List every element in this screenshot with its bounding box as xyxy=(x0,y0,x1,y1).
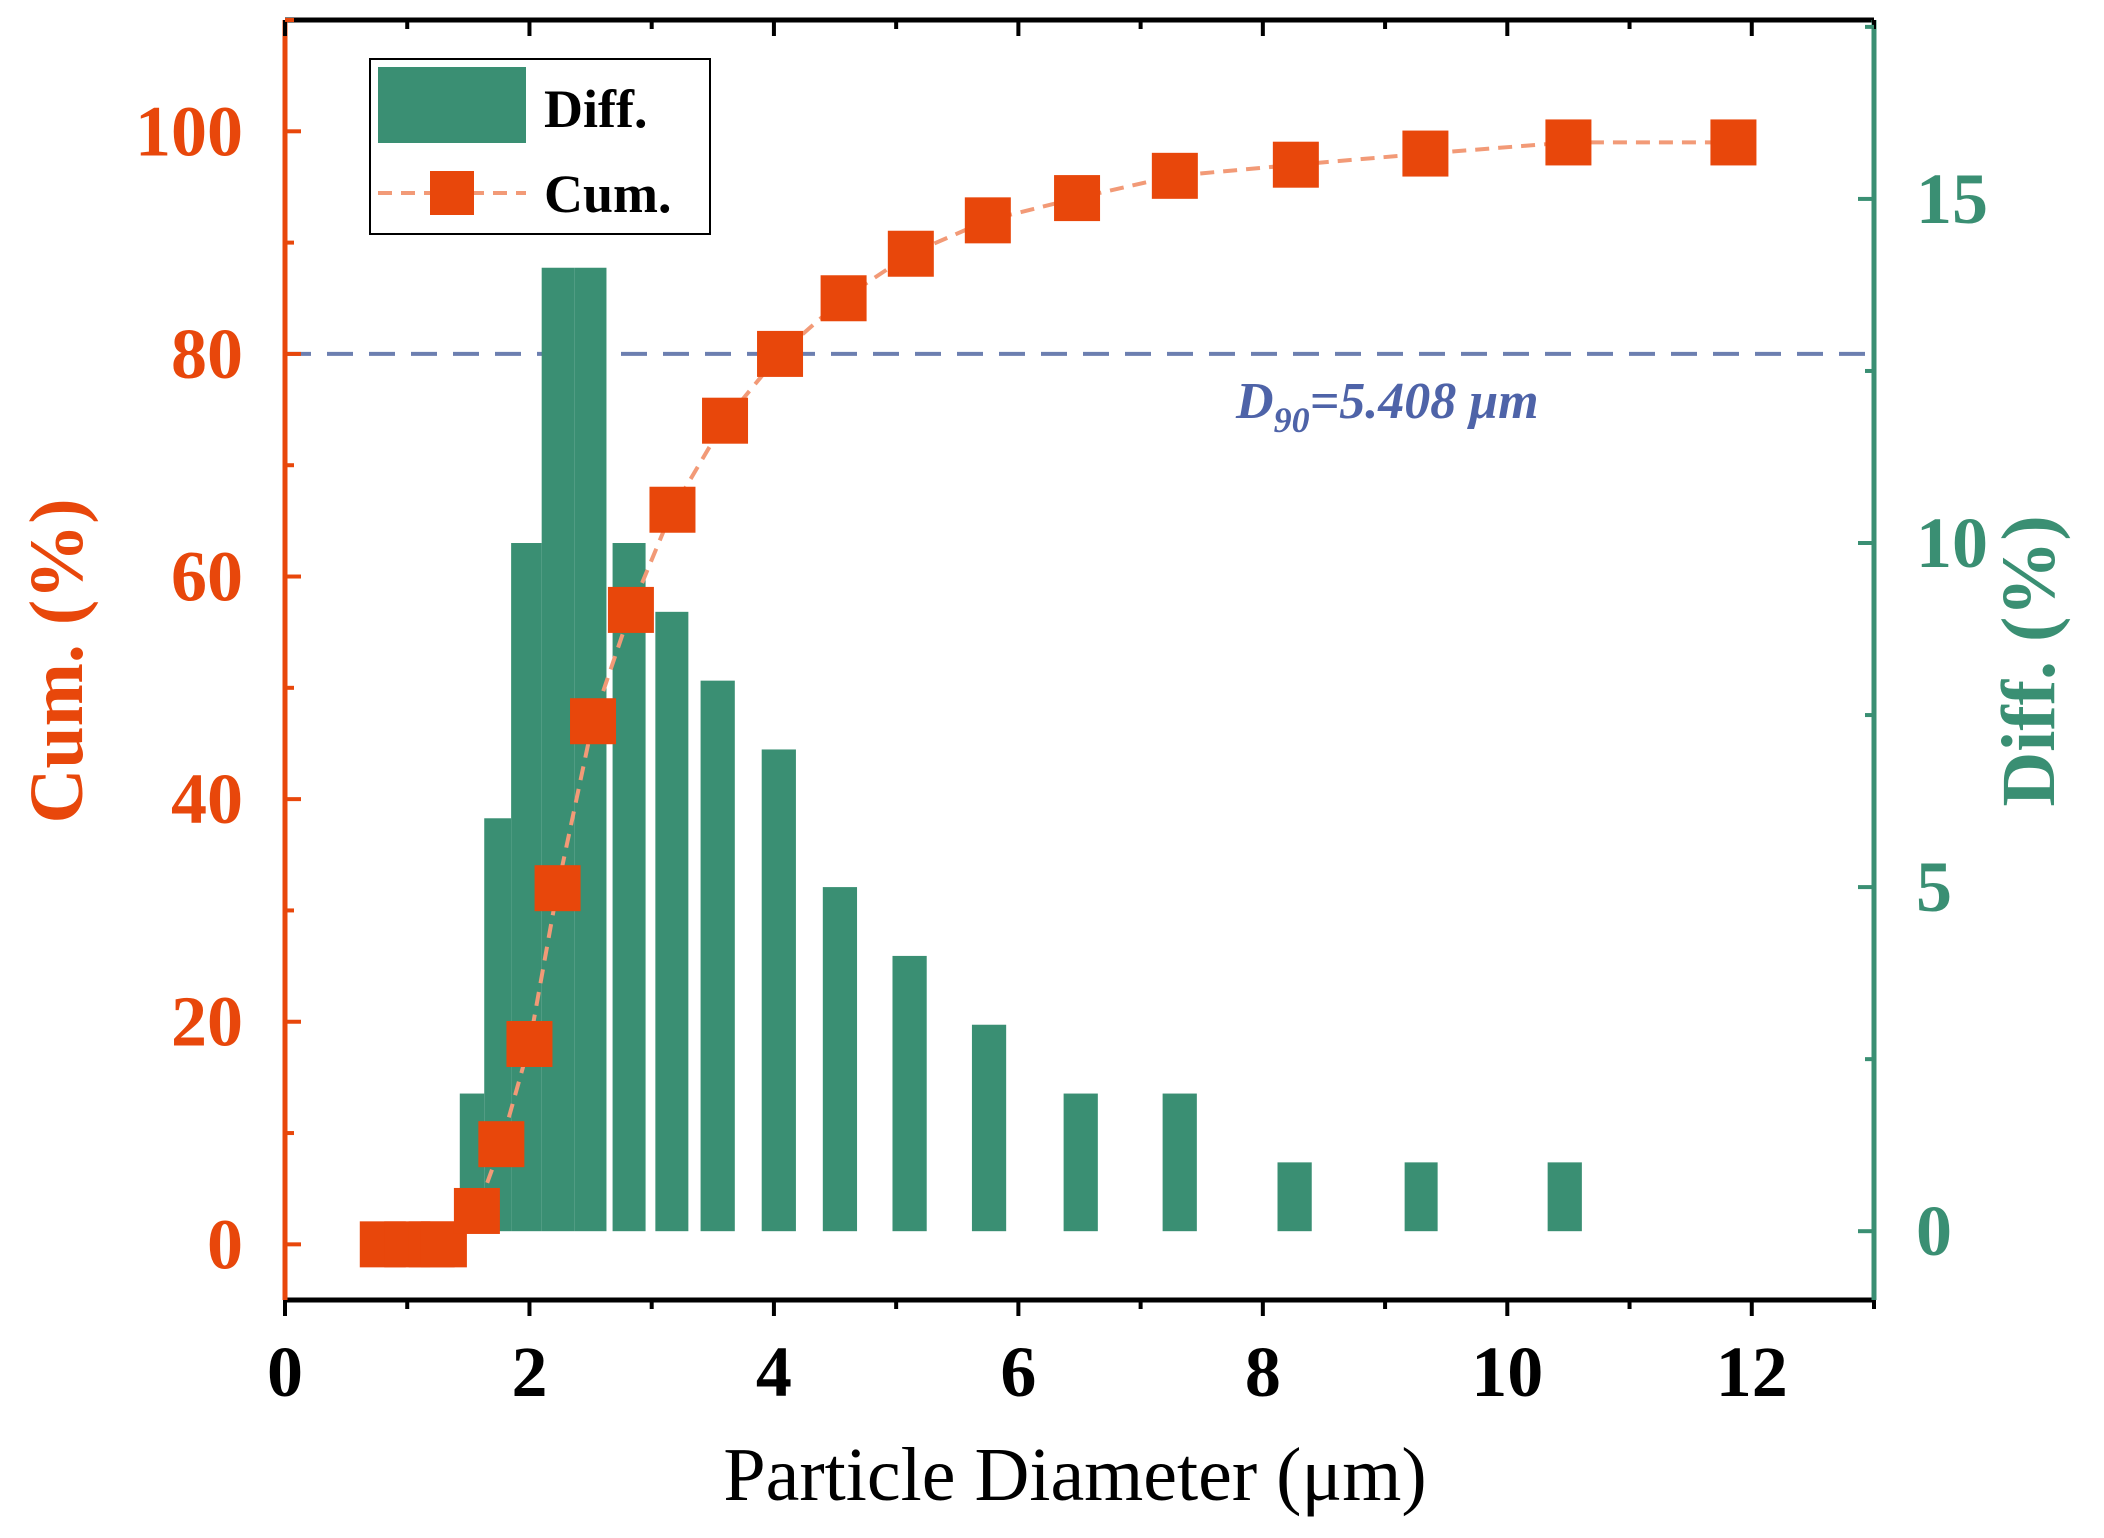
diff-bar-6 xyxy=(655,611,689,1232)
left-tick-label-40: 40 xyxy=(171,759,243,839)
x-tick-label-10: 10 xyxy=(1471,1332,1543,1412)
right-tick-label-0: 0 xyxy=(1916,1191,1952,1271)
cum-point-17 xyxy=(1151,152,1198,199)
legend: Diff. Cum. xyxy=(369,58,711,235)
diff-bar-3 xyxy=(541,267,575,1232)
left-tick-label-60: 60 xyxy=(171,537,243,617)
left-tick-label-100: 100 xyxy=(135,91,243,171)
legend-label-cum: Cum. xyxy=(544,164,672,224)
left-tick-label-20: 20 xyxy=(171,982,243,1062)
x-tick-label-2: 2 xyxy=(511,1332,547,1412)
diff-bar-9 xyxy=(822,887,858,1232)
cum-point-19 xyxy=(1402,130,1449,177)
cum-point-11 xyxy=(702,397,749,444)
cum-point-9 xyxy=(607,586,654,633)
d90-label-rest: =5.408 μm xyxy=(1310,373,1539,430)
d90-label-main: D xyxy=(1235,373,1274,430)
cum-point-6 xyxy=(506,1021,553,1067)
right-tick-label-5: 5 xyxy=(1916,847,1952,927)
d90-label: D90=5.408 μm xyxy=(1235,373,1539,440)
cum-markers xyxy=(359,119,1757,1268)
x-axis-title: Particle Diameter (μm) xyxy=(723,1433,1426,1517)
cum-point-13 xyxy=(820,275,867,322)
cum-point-15 xyxy=(964,197,1011,244)
legend-marker-swatch xyxy=(430,171,474,215)
right-tick-label-15: 15 xyxy=(1916,159,1988,239)
diff-bar-16 xyxy=(1547,1162,1582,1232)
axes xyxy=(282,17,1877,1316)
diff-bar-8 xyxy=(761,749,796,1232)
left-axis-title: Cum. (%) xyxy=(15,498,99,823)
diff-bar-5 xyxy=(612,543,646,1232)
cum-series-line xyxy=(382,140,1734,1247)
d90-label-sub: 90 xyxy=(1274,400,1310,440)
cum-point-4 xyxy=(453,1187,500,1234)
left-tick-label-80: 80 xyxy=(171,314,243,394)
cum-line xyxy=(382,140,1734,1247)
cum-point-20 xyxy=(1545,119,1592,166)
diff-bar-14 xyxy=(1277,1162,1312,1232)
diff-bar-13 xyxy=(1162,1093,1197,1232)
x-tick-label-4: 4 xyxy=(756,1332,792,1412)
x-tick-label-0: 0 xyxy=(267,1332,303,1412)
x-tick-label-6: 6 xyxy=(1000,1332,1036,1412)
x-tick-label-12: 12 xyxy=(1716,1332,1788,1412)
cum-point-18 xyxy=(1272,141,1319,188)
diff-bar-4 xyxy=(574,267,607,1232)
cum-point-21 xyxy=(1710,119,1757,166)
left-tick-label-0: 0 xyxy=(207,1204,243,1284)
right-axis-title: Diff. (%) xyxy=(1987,515,2071,806)
legend-label-diff: Diff. xyxy=(544,79,647,139)
x-tick-label-8: 8 xyxy=(1245,1332,1281,1412)
diff-bar-15 xyxy=(1404,1162,1438,1232)
cum-point-10 xyxy=(649,486,696,533)
right-tick-label-10: 10 xyxy=(1916,503,1988,583)
diff-bar-11 xyxy=(971,1024,1007,1232)
diff-bar-12 xyxy=(1063,1093,1098,1232)
tick-labels: 0 2 4 6 8 10 12 0 20 40 60 80 100 0 5 10 15 xyxy=(135,91,1988,1412)
cum-point-7 xyxy=(534,865,581,912)
diff-bar-10 xyxy=(892,955,927,1232)
cum-point-14 xyxy=(887,230,934,277)
cum-point-8 xyxy=(570,698,617,745)
cum-point-5 xyxy=(478,1121,525,1168)
diff-bar-7 xyxy=(700,680,735,1232)
legend-bar-swatch xyxy=(378,67,526,143)
cum-point-12 xyxy=(757,330,804,377)
diff-bars xyxy=(459,267,1582,1232)
cum-point-16 xyxy=(1054,175,1101,222)
